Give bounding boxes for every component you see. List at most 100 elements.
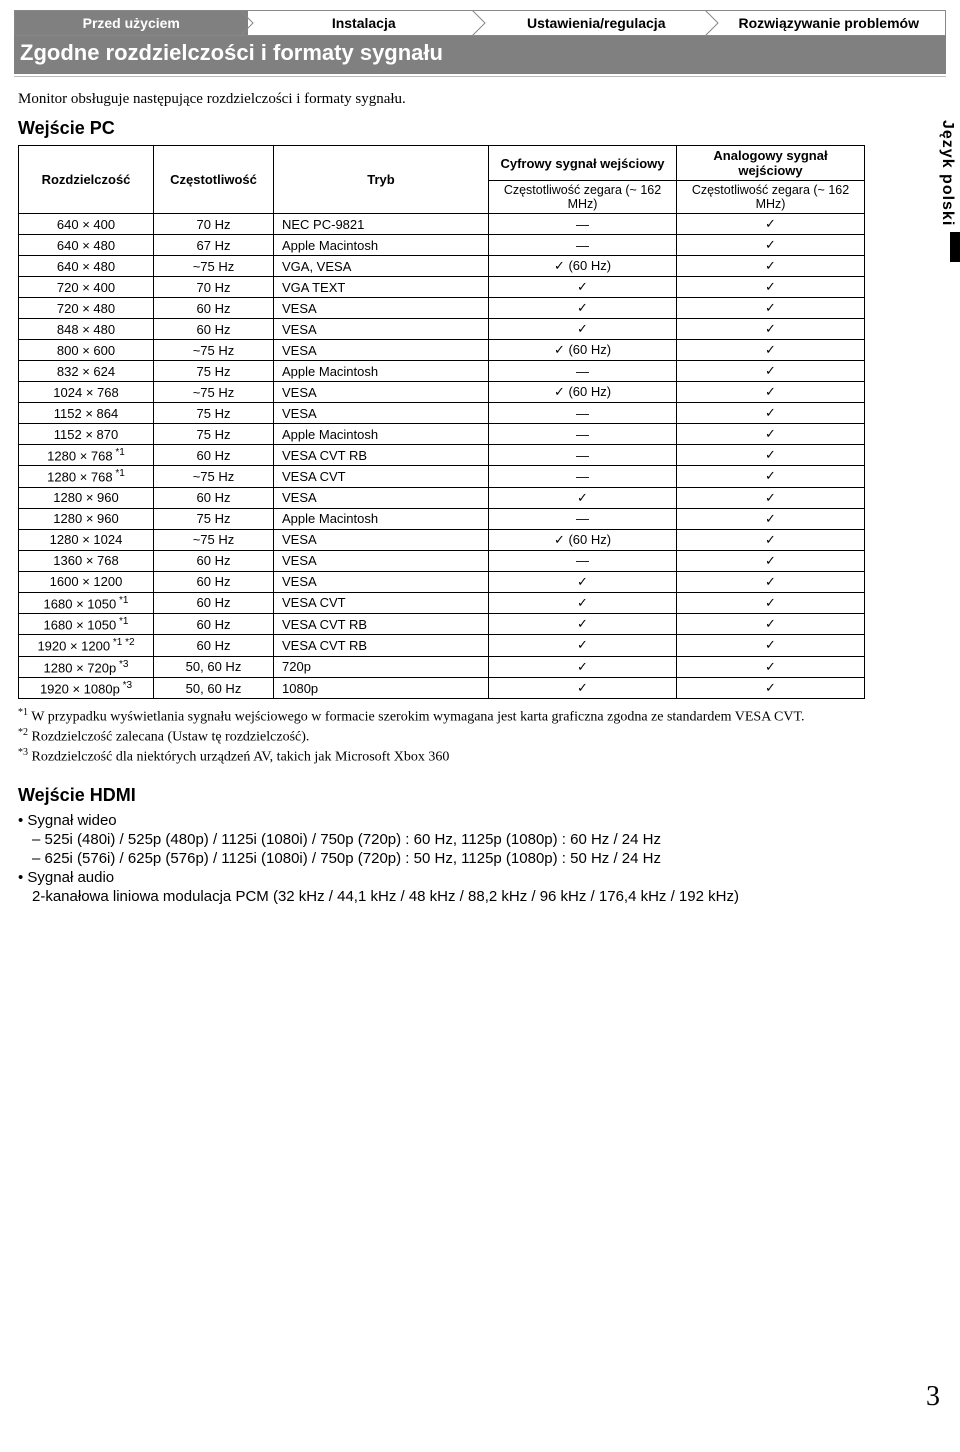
cell-mode: VESA xyxy=(274,550,489,571)
table-row: 1280 × 1024~75 HzVESA✓ (60 Hz)✓ xyxy=(19,529,865,550)
cell-digital: ✓ xyxy=(489,635,677,656)
page-title: Zgodne rozdzielczości i formaty sygnału xyxy=(14,36,946,74)
cell-frequency: 70 Hz xyxy=(154,277,274,298)
th-analog-sub: Częstotliwość zegara (~ 162 MHz) xyxy=(677,181,865,214)
cell-analog: ✓ xyxy=(677,361,865,382)
cell-digital: — xyxy=(489,214,677,235)
hdmi-video-line1: – 525i (480i) / 525p (480p) / 1125i (108… xyxy=(32,831,942,848)
table-row: 1280 × 720p *350, 60 Hz720p✓✓ xyxy=(19,656,865,677)
cell-frequency: 60 Hz xyxy=(154,550,274,571)
cell-mode: VESA xyxy=(274,529,489,550)
cell-resolution: 1280 × 1024 xyxy=(19,529,154,550)
cell-analog: ✓ xyxy=(677,403,865,424)
tab-label: Instalacja xyxy=(332,15,396,31)
resolution-table: Rozdzielczość Częstotliwość Tryb Cyfrowy… xyxy=(18,145,865,699)
cell-resolution: 800 × 600 xyxy=(19,340,154,361)
cell-digital: — xyxy=(489,508,677,529)
cell-mode: VESA CVT xyxy=(274,466,489,487)
table-row: 720 × 48060 HzVESA✓✓ xyxy=(19,298,865,319)
cell-frequency: 75 Hz xyxy=(154,424,274,445)
table-row: 848 × 48060 HzVESA✓✓ xyxy=(19,319,865,340)
cell-digital: — xyxy=(489,424,677,445)
tab-settings[interactable]: Ustawienia/regulacja xyxy=(480,10,713,36)
cell-resolution: 1280 × 720p *3 xyxy=(19,656,154,677)
hdmi-video-line2: – 625i (576i) / 625p (576p) / 1125i (108… xyxy=(32,850,942,867)
cell-resolution: 1680 × 1050 *1 xyxy=(19,592,154,613)
tab-bar: Przed użyciem Instalacja Ustawienia/regu… xyxy=(0,0,960,36)
table-row: 640 × 40070 HzNEC PC-9821—✓ xyxy=(19,214,865,235)
cell-resolution: 640 × 400 xyxy=(19,214,154,235)
cell-digital: — xyxy=(489,445,677,466)
cell-frequency: 60 Hz xyxy=(154,487,274,508)
cell-frequency: 70 Hz xyxy=(154,214,274,235)
table-row: 1152 × 86475 HzVESA—✓ xyxy=(19,403,865,424)
footnote-2: *2 Rozdzielczość zalecana (Ustaw tę rozd… xyxy=(18,727,942,746)
side-marker xyxy=(950,232,960,262)
cell-resolution: 1600 × 1200 xyxy=(19,571,154,592)
cell-digital: — xyxy=(489,361,677,382)
cell-resolution: 848 × 480 xyxy=(19,319,154,340)
cell-resolution: 1024 × 768 xyxy=(19,382,154,403)
cell-resolution: 640 × 480 xyxy=(19,256,154,277)
th-analog-top: Analogowy sygnał wejściowy xyxy=(677,146,865,181)
cell-mode: VESA xyxy=(274,487,489,508)
cell-digital: ✓ (60 Hz) xyxy=(489,382,677,403)
cell-digital: ✓ xyxy=(489,571,677,592)
cell-mode: Apple Macintosh xyxy=(274,235,489,256)
tab-troubleshooting[interactable]: Rozwiązywanie problemów xyxy=(713,10,947,36)
table-row: 640 × 480~75 HzVGA, VESA✓ (60 Hz)✓ xyxy=(19,256,865,277)
cell-frequency: ~75 Hz xyxy=(154,529,274,550)
hdmi-video-label: • Sygnał wideo xyxy=(18,812,942,829)
cell-frequency: 60 Hz xyxy=(154,445,274,466)
hdmi-audio-label: • Sygnał audio xyxy=(18,869,942,886)
cell-digital: ✓ xyxy=(489,592,677,613)
cell-digital: ✓ (60 Hz) xyxy=(489,529,677,550)
footnote-1: *1 W przypadku wyświetlania sygnału wejś… xyxy=(18,707,942,726)
cell-frequency: ~75 Hz xyxy=(154,382,274,403)
table-row: 1280 × 768 *1~75 HzVESA CVT—✓ xyxy=(19,466,865,487)
cell-analog: ✓ xyxy=(677,277,865,298)
cell-mode: VESA CVT RB xyxy=(274,635,489,656)
cell-frequency: 75 Hz xyxy=(154,361,274,382)
cell-digital: — xyxy=(489,550,677,571)
cell-analog: ✓ xyxy=(677,508,865,529)
cell-resolution: 1152 × 864 xyxy=(19,403,154,424)
cell-mode: Apple Macintosh xyxy=(274,508,489,529)
table-row: 1920 × 1080p *350, 60 Hz1080p✓✓ xyxy=(19,677,865,698)
cell-digital: ✓ xyxy=(489,319,677,340)
cell-frequency: ~75 Hz xyxy=(154,256,274,277)
cell-digital: ✓ xyxy=(489,656,677,677)
table-row: 832 × 62475 HzApple Macintosh—✓ xyxy=(19,361,865,382)
table-row: 1280 × 768 *160 HzVESA CVT RB—✓ xyxy=(19,445,865,466)
cell-resolution: 720 × 400 xyxy=(19,277,154,298)
tab-label: Rozwiązywanie problemów xyxy=(739,15,919,31)
table-row: 1280 × 96075 HzApple Macintosh—✓ xyxy=(19,508,865,529)
divider xyxy=(14,74,946,77)
cell-resolution: 1360 × 768 xyxy=(19,550,154,571)
hdmi-heading: Wejście HDMI xyxy=(18,785,942,806)
pc-input-heading: Wejście PC xyxy=(18,118,942,139)
cell-frequency: ~75 Hz xyxy=(154,466,274,487)
th-digital-top: Cyfrowy sygnał wejściowy xyxy=(489,146,677,181)
cell-analog: ✓ xyxy=(677,466,865,487)
cell-frequency: ~75 Hz xyxy=(154,340,274,361)
cell-frequency: 50, 60 Hz xyxy=(154,677,274,698)
cell-analog: ✓ xyxy=(677,592,865,613)
cell-digital: — xyxy=(489,235,677,256)
cell-analog: ✓ xyxy=(677,445,865,466)
cell-frequency: 75 Hz xyxy=(154,508,274,529)
cell-resolution: 1680 × 1050 *1 xyxy=(19,613,154,634)
cell-frequency: 60 Hz xyxy=(154,592,274,613)
cell-mode: VESA xyxy=(274,403,489,424)
tab-before-use[interactable]: Przed użyciem xyxy=(14,10,248,36)
document-page: Przed użyciem Instalacja Ustawienia/regu… xyxy=(0,0,960,1427)
tab-separator-icon xyxy=(240,10,256,36)
tab-installation[interactable]: Instalacja xyxy=(248,10,481,36)
cell-mode: VESA CVT RB xyxy=(274,613,489,634)
cell-analog: ✓ xyxy=(677,550,865,571)
cell-mode: Apple Macintosh xyxy=(274,424,489,445)
cell-mode: VESA xyxy=(274,298,489,319)
cell-analog: ✓ xyxy=(677,677,865,698)
cell-mode: VGA, VESA xyxy=(274,256,489,277)
table-row: 1280 × 96060 HzVESA✓✓ xyxy=(19,487,865,508)
